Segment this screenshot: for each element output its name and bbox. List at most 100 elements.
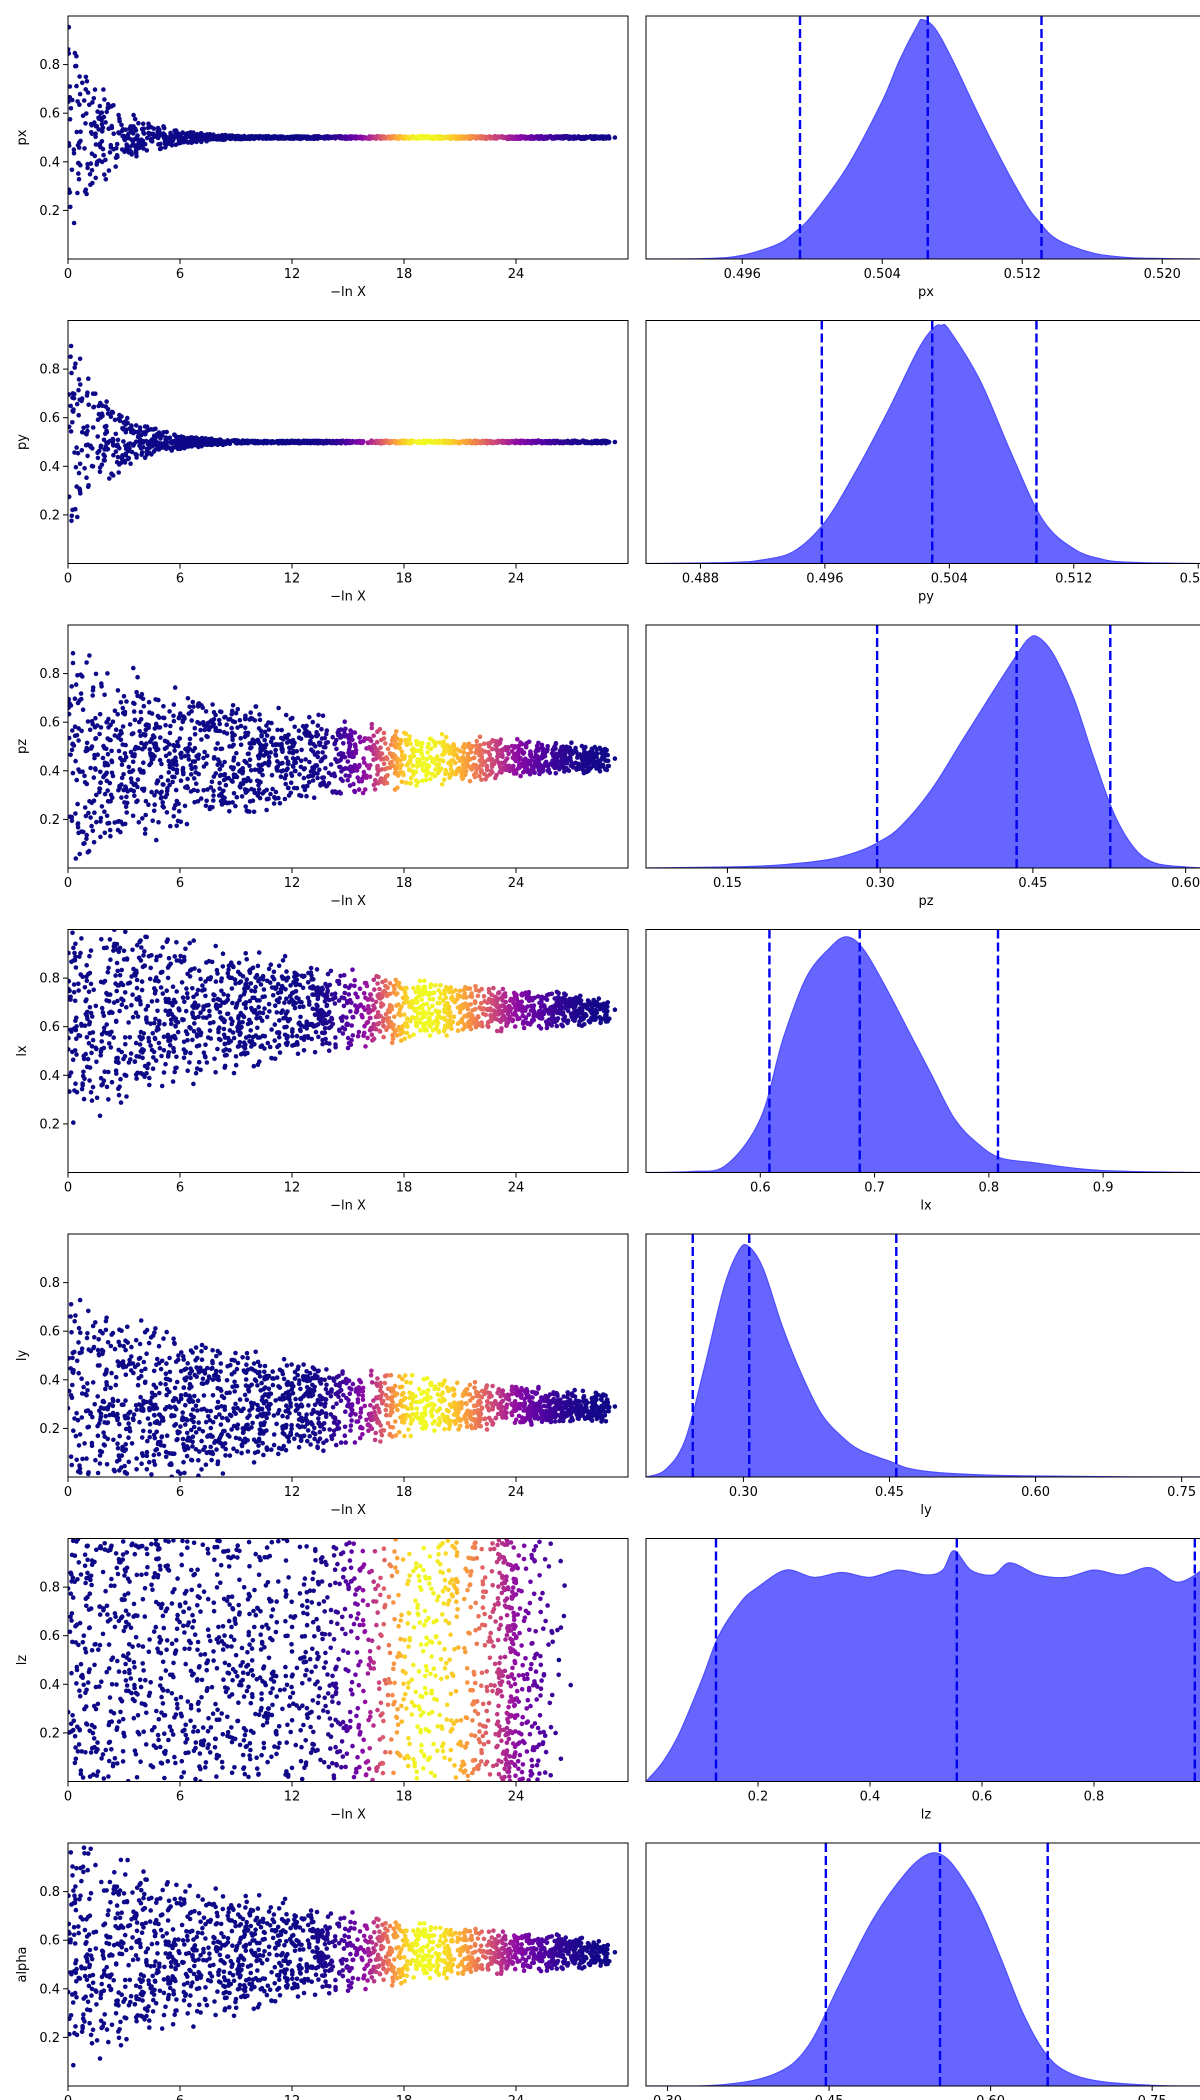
trace-point [483,777,488,782]
trace-point [79,396,85,401]
trace-point [245,730,251,736]
trace-point [314,763,320,768]
trace-point [79,1086,85,1092]
trace-point [104,1022,109,1027]
trace-point [101,152,106,158]
trace-point [354,768,360,773]
trace-point [581,750,587,755]
trace-point [102,453,107,459]
trace-point [68,1035,71,1041]
trace-point [494,747,499,753]
trace-point [68,703,74,708]
trace-point [428,776,433,782]
trace-point [211,798,216,803]
trace-point [320,713,326,718]
trace-point [117,1008,122,1014]
trace-point [310,719,316,725]
trace-point [171,718,177,724]
trace-point [213,712,218,718]
trace-point [141,786,147,792]
trace-point [320,750,325,755]
trace-point [344,766,349,771]
trace-point [149,711,155,716]
trace-point [93,142,99,147]
trace-point [167,435,173,441]
trace-point [192,732,198,737]
trace-point [128,1051,134,1056]
trace-point [107,150,113,155]
trace-point [68,494,72,500]
trace-point [149,789,154,795]
trace-point [85,1009,90,1015]
trace-point [467,778,473,784]
trace-point [348,742,353,747]
trace-point [286,761,291,767]
trace-point [146,722,151,728]
trace-point [105,751,111,757]
trace-point [79,696,84,702]
trace-point [311,795,317,800]
trace-point [313,744,318,749]
trace-point [106,168,112,173]
trace-point [87,1078,92,1083]
trace-point [286,785,291,791]
trace-point [115,688,121,693]
trace-point [74,445,79,450]
trace-point [321,775,327,780]
trace-point [81,829,86,835]
trace-point [75,514,80,520]
trace-point [263,742,269,747]
trace-point [105,671,110,676]
trace-point [107,476,112,481]
trace-point [139,945,144,950]
trace-point [98,819,103,824]
trace-point [164,792,170,797]
trace-point [70,420,75,425]
trace-point [387,765,393,770]
trace-point [402,753,407,759]
trace-point [240,781,246,787]
trace-point [287,750,292,755]
trace-point [128,461,133,467]
trace-point [262,737,268,743]
trace-point [106,965,111,971]
trace-point [143,741,149,746]
trace-point [89,744,95,749]
trace-point [81,98,87,103]
trace-point [248,710,253,715]
trace-point [518,740,523,745]
trace-point [248,778,253,784]
trace-point [93,1003,99,1009]
trace-point [98,769,103,775]
trace-point [573,745,578,751]
trace-point [68,51,72,56]
trace-point [75,190,80,196]
trace-point [352,789,358,795]
trace-point [231,755,237,760]
trace-point [351,754,356,760]
trace-point [169,142,175,148]
trace-point [92,153,98,159]
trace-point [229,725,234,731]
trace-point [249,745,254,750]
trace-point [399,779,405,785]
trace-point [369,748,375,753]
trace-point [224,722,229,727]
y-tick-label: 0.4 [39,155,60,170]
trace-point [448,767,454,772]
trace-point [82,841,87,846]
trace-point [230,737,235,743]
trace-point [78,691,84,696]
x-tick-label: 0 [64,876,72,891]
trace-point [493,743,499,748]
trace-point [364,773,369,778]
trace-point [477,752,482,758]
trace-point [156,697,161,703]
trace-point [369,725,375,731]
trace-panel-px: 0 6 12 18 24−ln X0.20.40.60.8px [15,15,629,300]
trace-point [127,445,132,451]
trace-point [262,760,268,766]
trace-point [124,1094,129,1099]
trace-point [174,767,180,773]
trace-point [477,743,483,748]
